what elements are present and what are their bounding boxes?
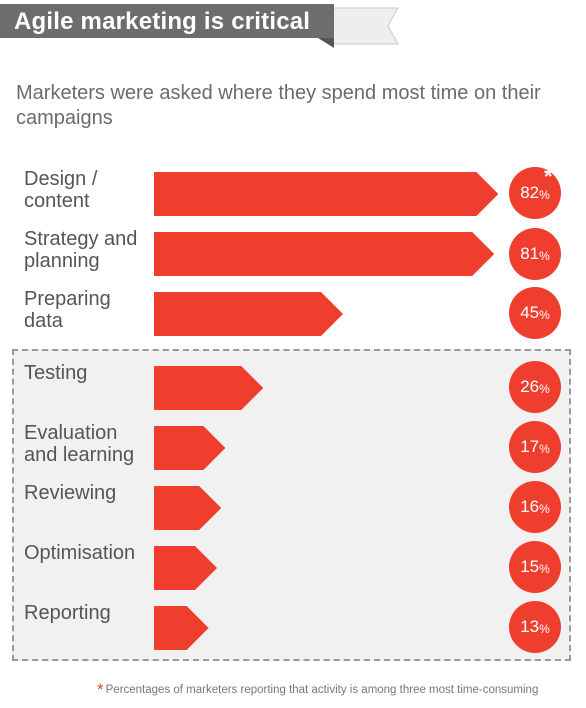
bar-label: Design / content — [24, 168, 98, 212]
value-badge: 81% — [509, 228, 561, 280]
bar-shape — [154, 232, 495, 276]
percent-sign: % — [539, 441, 550, 456]
value-badge: 13% — [509, 601, 561, 653]
ribbon-icon — [0, 4, 399, 48]
bar — [154, 546, 217, 590]
percent-sign: % — [539, 561, 550, 576]
bar-shape — [154, 366, 264, 410]
bar-label: Reviewing — [24, 482, 117, 504]
title-banner: Agile marketing is critical — [0, 0, 420, 60]
footnote-text: Percentages of marketers reporting that … — [105, 684, 539, 696]
percent-sign: % — [539, 501, 550, 516]
bar-shape — [154, 486, 222, 530]
value-badge: 17% — [509, 421, 561, 473]
value-badge: 15% — [509, 541, 561, 593]
value-badge: 16% — [509, 481, 561, 533]
percent-sign: % — [539, 381, 550, 396]
value-label: 81 — [520, 244, 540, 263]
chart-subtitle: Marketers were asked where they spend mo… — [16, 82, 541, 129]
value-badge: 82% — [509, 167, 561, 219]
bar — [154, 486, 222, 530]
bar-label: Preparing data — [24, 288, 111, 332]
bar-label: Optimisation — [24, 542, 136, 564]
bar — [154, 606, 209, 650]
value-label: 17 — [520, 437, 540, 456]
bar-shape — [154, 546, 217, 590]
value-badge: 45% — [509, 287, 561, 339]
bar-shape — [154, 172, 499, 216]
bar — [154, 172, 499, 216]
footnote: * Percentages of marketers reporting that… — [97, 680, 538, 700]
percent-sign: % — [539, 248, 550, 263]
value-label: 45 — [520, 303, 540, 322]
asterisk-icon: * — [97, 680, 104, 699]
highlight-group-box — [12, 349, 571, 661]
percent-sign: % — [539, 307, 550, 322]
value-label: 16 — [520, 497, 540, 516]
percent-sign: % — [539, 187, 550, 202]
bar — [154, 426, 226, 470]
bar-label: Evaluation and learning — [24, 422, 135, 466]
bar — [154, 366, 264, 410]
value-label: 13 — [520, 617, 540, 636]
page-title: Agile marketing is critical — [14, 8, 311, 35]
bar-shape — [154, 606, 209, 650]
bar-shape — [154, 292, 343, 336]
value-badge: 26% — [509, 361, 561, 413]
bar-shape — [154, 426, 226, 470]
bar-label: Reporting — [24, 602, 111, 624]
bar — [154, 232, 495, 276]
bar-label: Testing — [24, 362, 88, 384]
value-label: 82 — [520, 183, 540, 202]
percent-sign: % — [539, 621, 550, 636]
value-label: 15 — [520, 557, 540, 576]
bar — [154, 292, 343, 336]
value-label: 26 — [520, 377, 540, 396]
asterisk-icon: * — [544, 164, 553, 189]
bar-label: Strategy and planning — [24, 228, 138, 272]
